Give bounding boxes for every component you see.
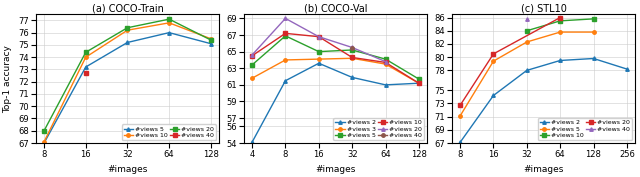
#views 10 (165, 22, 173, 24)
#views 20 (490, 53, 497, 55)
#views 20 (248, 54, 256, 56)
#views 2 (456, 141, 464, 143)
X-axis label: #images: #images (524, 165, 564, 173)
#views 10 (556, 20, 564, 22)
#views 5 (282, 35, 289, 37)
Line: #views 2: #views 2 (458, 57, 628, 144)
#views 10 (315, 36, 323, 38)
#views 5 (456, 115, 464, 117)
#views 10 (589, 18, 597, 20)
#views 10 (381, 61, 389, 64)
#views 2 (523, 69, 531, 72)
Line: #views 10: #views 10 (42, 21, 212, 144)
#views 5 (40, 142, 48, 144)
#views 2 (623, 68, 631, 70)
Line: #views 20: #views 20 (42, 17, 212, 133)
#views 5 (82, 66, 90, 68)
#views 10 (523, 30, 531, 32)
Title: (a) COCO-Train: (a) COCO-Train (92, 4, 163, 13)
Y-axis label: Top-1 accuracy: Top-1 accuracy (3, 45, 12, 113)
#views 10 (348, 56, 356, 59)
#views 20 (82, 51, 90, 53)
#views 5 (523, 41, 531, 43)
Title: (c) STL10: (c) STL10 (520, 4, 566, 13)
#views 5 (165, 32, 173, 34)
#views 3 (348, 57, 356, 59)
#views 20 (556, 16, 564, 19)
#views 3 (381, 63, 389, 65)
#views 20 (207, 39, 214, 41)
#views 2 (381, 84, 389, 86)
#views 10 (415, 82, 422, 84)
#views 20 (124, 27, 131, 29)
Line: #views 5: #views 5 (42, 31, 212, 145)
#views 10 (248, 55, 256, 57)
X-axis label: #images: #images (316, 165, 356, 173)
Title: (b) COCO-Val: (b) COCO-Val (304, 4, 367, 13)
#views 2 (589, 57, 597, 59)
#views 2 (315, 62, 323, 64)
Legend: #views 2, #views 5, #views 10, #views 20, #views 40: #views 2, #views 5, #views 10, #views 20… (538, 118, 632, 140)
#views 10 (282, 32, 289, 34)
Line: #views 20: #views 20 (458, 16, 562, 107)
#views 20 (456, 104, 464, 106)
#views 2 (556, 59, 564, 62)
#views 10 (207, 38, 214, 40)
#views 5 (556, 31, 564, 33)
Line: #views 5: #views 5 (250, 34, 420, 81)
X-axis label: #images: #images (108, 165, 148, 173)
#views 20 (348, 46, 356, 48)
#views 10 (82, 56, 90, 58)
#views 5 (207, 43, 214, 45)
Line: #views 10: #views 10 (250, 32, 420, 85)
#views 20 (381, 61, 389, 63)
#views 2 (415, 82, 422, 84)
#views 5 (348, 49, 356, 51)
#views 20 (40, 130, 48, 132)
#views 2 (248, 141, 256, 143)
Line: #views 10: #views 10 (525, 17, 595, 33)
#views 2 (282, 80, 289, 82)
#views 20 (165, 18, 173, 20)
Line: #views 5: #views 5 (458, 30, 595, 118)
#views 3 (248, 77, 256, 79)
#views 3 (282, 59, 289, 61)
#views 5 (589, 31, 597, 33)
Line: #views 20: #views 20 (250, 17, 387, 63)
#views 2 (490, 94, 497, 96)
#views 10 (124, 29, 131, 31)
#views 20 (282, 17, 289, 19)
#views 5 (381, 58, 389, 60)
Line: #views 2: #views 2 (250, 62, 420, 144)
#views 5 (415, 78, 422, 80)
#views 3 (315, 58, 323, 60)
Legend: #views 5, #views 10, #views 20, #views 40: #views 5, #views 10, #views 20, #views 4… (122, 124, 216, 140)
#views 5 (490, 60, 497, 62)
Legend: #views 2, #views 3, #views 5, #views 10, #views 20, #views 40: #views 2, #views 3, #views 5, #views 10,… (333, 118, 424, 140)
#views 2 (348, 76, 356, 78)
#views 5 (124, 41, 131, 44)
#views 5 (315, 51, 323, 53)
#views 10 (40, 141, 48, 143)
#views 20 (315, 36, 323, 38)
Line: #views 3: #views 3 (250, 56, 420, 85)
#views 5 (248, 64, 256, 66)
#views 3 (415, 82, 422, 84)
